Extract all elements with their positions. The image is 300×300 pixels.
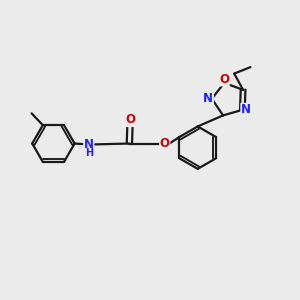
Text: O: O (160, 137, 170, 150)
Text: O: O (219, 73, 229, 86)
Text: N: N (84, 139, 94, 152)
Text: N: N (241, 103, 251, 116)
Text: H: H (85, 148, 93, 158)
Text: N: N (203, 92, 213, 105)
Text: O: O (125, 113, 135, 127)
